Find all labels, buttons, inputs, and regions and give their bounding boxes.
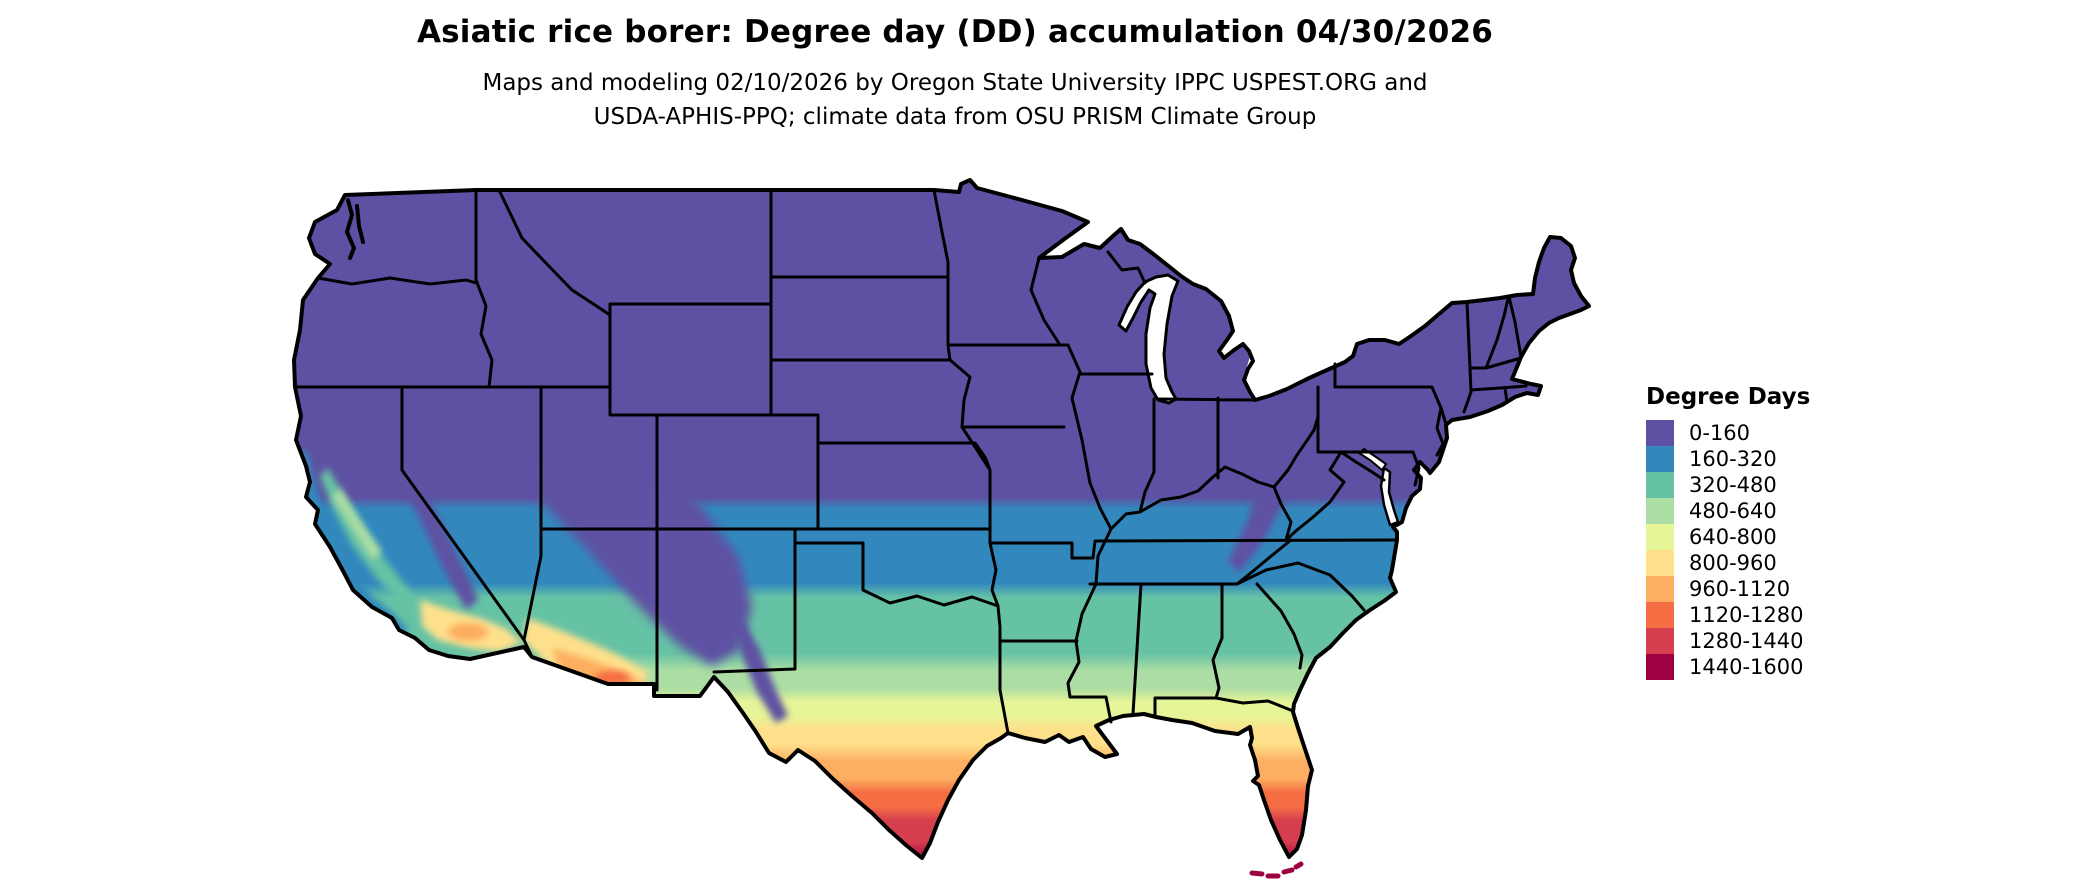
map-title: Asiatic rice borer: Degree day (DD) accu…	[416, 14, 1494, 50]
legend: Degree Days 0-160 160-320 320-480 480-640 64…	[1646, 384, 1810, 680]
lake-michigan	[1117, 273, 1180, 405]
legend-swatch	[1646, 524, 1674, 550]
legend-swatch	[1646, 628, 1674, 654]
legend-label: 0-160	[1689, 421, 1751, 445]
legend-label: 320-480	[1689, 473, 1777, 497]
legend-swatch	[1646, 654, 1674, 680]
legend-label: 1120-1280	[1689, 603, 1804, 627]
us-outline	[292, 178, 1591, 860]
map-subtitle-line1: Maps and modeling 02/10/2026 by Oregon S…	[482, 70, 1428, 96]
legend-row: 160-320	[1646, 446, 1810, 472]
legend-row: 1120-1280	[1646, 602, 1810, 628]
state-borders	[293, 188, 1528, 735]
legend-swatch	[1646, 602, 1674, 628]
legend-label: 1280-1440	[1689, 629, 1804, 653]
base-gradient	[294, 180, 1589, 858]
legend-row: 800-960	[1646, 550, 1810, 576]
legend-swatch	[1646, 550, 1674, 576]
legend-label: 960-1120	[1689, 577, 1791, 601]
legend-label: 800-960	[1689, 551, 1777, 575]
legend-label: 640-800	[1689, 525, 1777, 549]
degree-day-raster	[294, 180, 1589, 858]
legend-label: 160-320	[1689, 447, 1777, 471]
legend-row: 1280-1440	[1646, 628, 1810, 654]
legend-row: 640-800	[1646, 524, 1810, 550]
legend-row: 320-480	[1646, 472, 1810, 498]
legend-swatch	[1646, 420, 1674, 446]
potomac-river	[1357, 447, 1388, 472]
chesapeake-bay	[1379, 466, 1400, 527]
map-subtitle-line2: USDA-APHIS-PPQ; climate data from OSU PR…	[593, 104, 1317, 130]
legend-row: 1440-1600	[1646, 654, 1810, 680]
central-valley-core	[332, 488, 382, 560]
legend-row: 480-640	[1646, 498, 1810, 524]
legend-items: 0-160 160-320 320-480 480-640 640-800 800-960…	[1646, 420, 1810, 680]
puget-sound	[344, 198, 365, 260]
legend-title: Degree Days	[1646, 384, 1811, 410]
legend-label: 480-640	[1689, 499, 1777, 523]
legend-row: 0-160	[1646, 420, 1810, 446]
legend-swatch	[1646, 498, 1674, 524]
florida-keys	[1249, 861, 1304, 879]
header: Asiatic rice borer: Degree day (DD) accu…	[0, 14, 1910, 134]
map-subtitle: Maps and modeling 02/10/2026 by Oregon S…	[0, 66, 1910, 134]
legend-swatch	[1646, 446, 1674, 472]
legend-swatch	[1646, 576, 1674, 602]
socal-hot-spot	[448, 623, 488, 641]
legend-label: 1440-1600	[1689, 655, 1804, 679]
legend-swatch	[1646, 472, 1674, 498]
legend-row: 960-1120	[1646, 576, 1810, 602]
rockies-plateau-cool-zone	[528, 458, 752, 666]
